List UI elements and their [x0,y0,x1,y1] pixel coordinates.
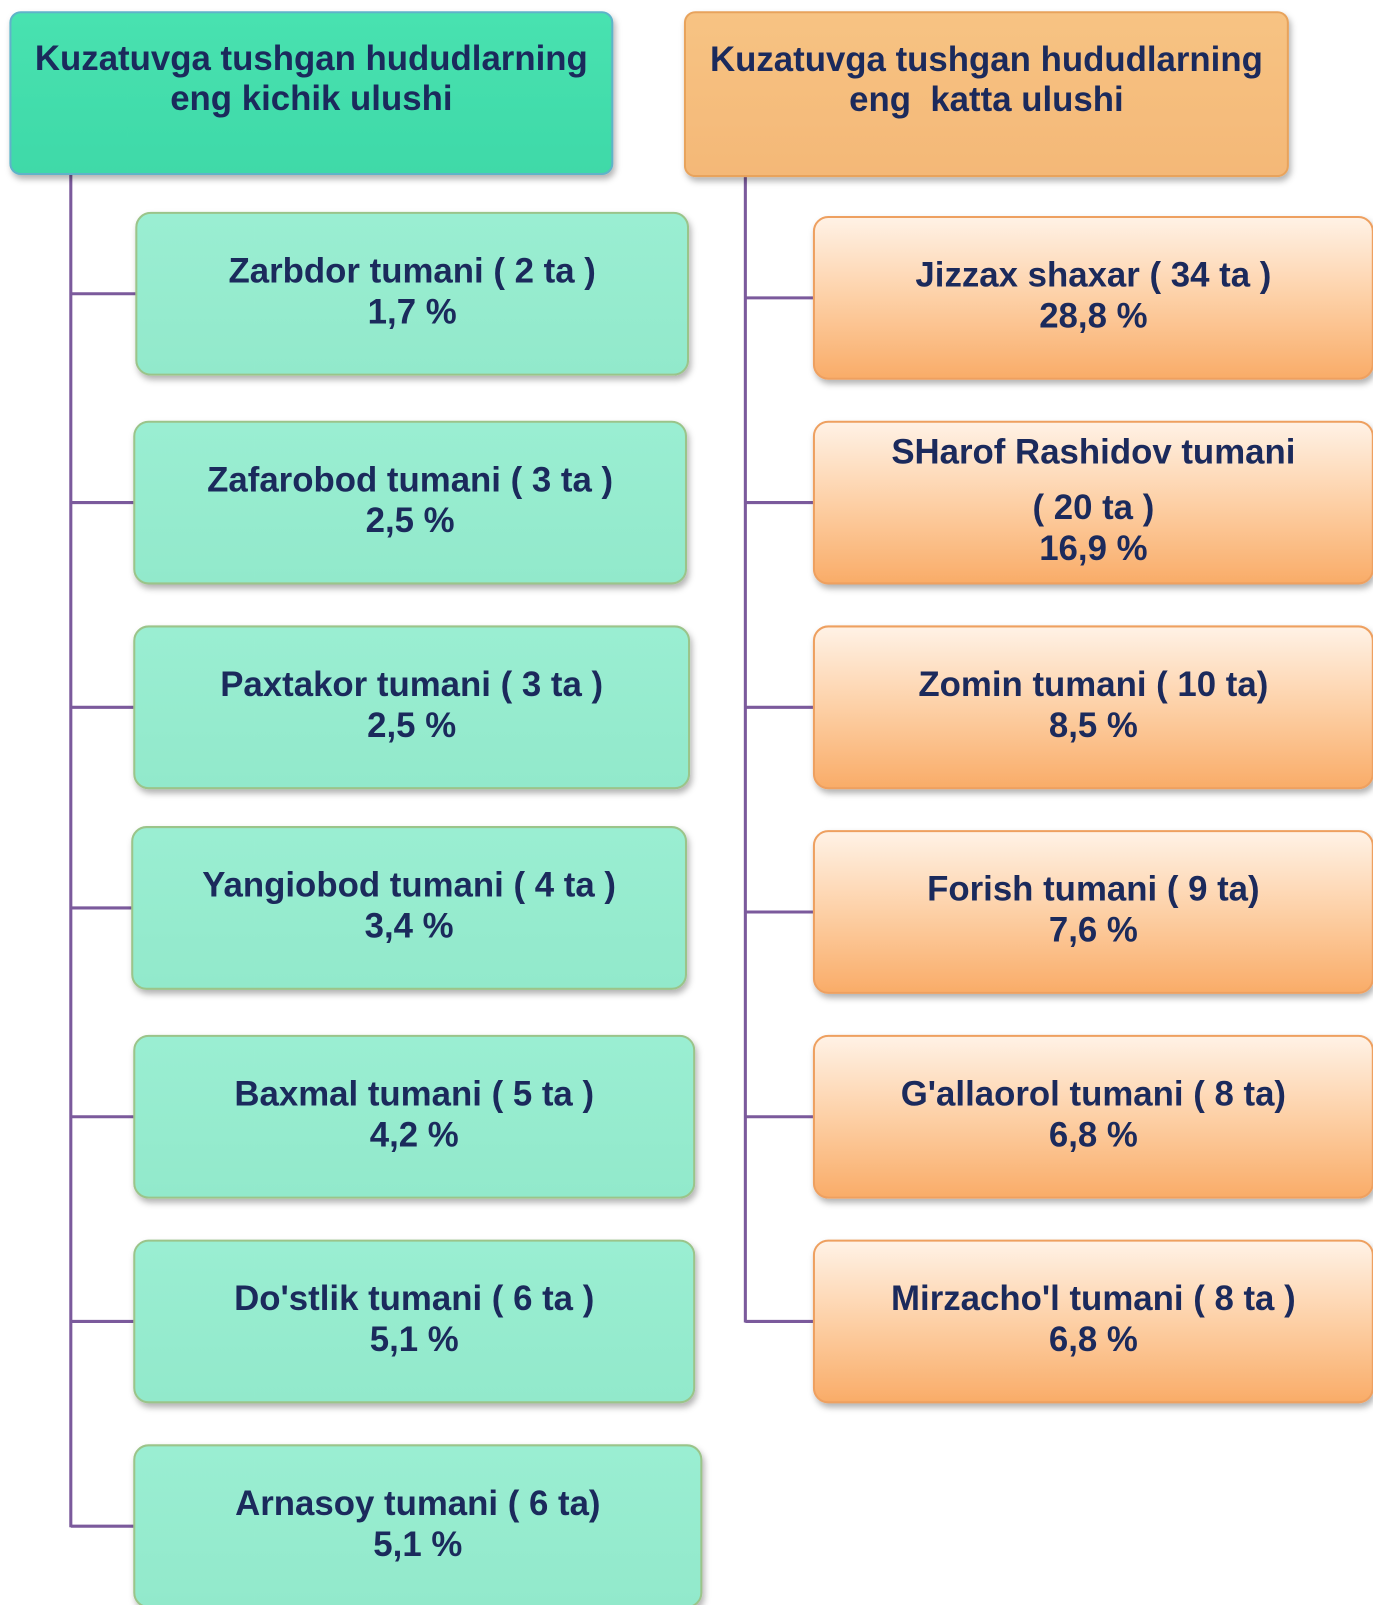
item-text: 2,5 % [366,501,455,540]
item-text: 5,1 % [373,1525,462,1564]
header-box [683,11,1289,178]
item-text: Do'stlik tumani ( 6 ta ) [234,1279,594,1318]
item-text: 2,5 % [367,706,456,745]
item-text: 5,1 % [370,1320,459,1359]
item-text: SHarof Rashidov tumani [891,433,1295,472]
item-text: ( 20 ta ) [1032,488,1154,527]
item-text: Yangiobod tumani ( 4 ta ) [202,866,616,905]
item-text: 6,8 % [1049,1115,1138,1154]
item-box [133,625,691,790]
item-text: Jizzax shaxar ( 34 ta ) [915,256,1271,295]
item-box [133,1034,696,1199]
header-text: eng kichik ulushi [170,79,452,118]
header-text: Kuzatuvga tushgan hududlarning [35,39,588,78]
item-text: 6,8 % [1049,1320,1138,1359]
item-text: 28,8 % [1039,297,1147,336]
item-text: 1,7 % [368,292,457,331]
item-box [133,1444,703,1605]
item-box [131,826,688,990]
item-text: 16,9 % [1039,529,1147,568]
item-text: 7,6 % [1049,911,1138,950]
item-text: Zomin tumani ( 10 ta) [918,665,1268,704]
item-text: Zarbdor tumani ( 2 ta ) [229,251,596,290]
item-text: Paxtakor tumani ( 3 ta ) [220,665,603,704]
header-text: Kuzatuvga tushgan hududlarning [710,40,1263,79]
header-box [9,11,614,176]
item-box [133,1239,696,1404]
item-text: Baxmal tumani ( 5 ta ) [234,1074,594,1113]
header-text: eng katta ulushi [849,80,1124,119]
item-box [135,211,690,376]
item-text: Arnasoy tumani ( 6 ta) [235,1484,600,1523]
item-box [133,420,688,585]
item-text: 3,4 % [365,907,454,946]
item-text: Mirzacho'l tumani ( 8 ta ) [891,1279,1296,1318]
item-text: Zafarobod tumani ( 3 ta ) [207,460,613,499]
item-text: 4,2 % [370,1115,459,1154]
item-text: 8,5 % [1049,706,1138,745]
item-text: G'allaorol tumani ( 8 ta) [901,1074,1286,1113]
item-text: Forish tumani ( 9 ta) [927,870,1260,909]
